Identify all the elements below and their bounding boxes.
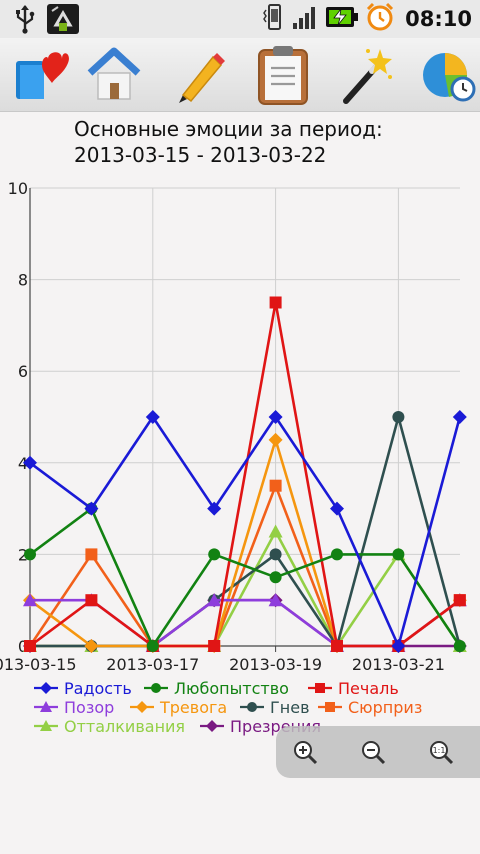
svg-text:1:1: 1:1 xyxy=(433,746,446,755)
data-point xyxy=(392,411,405,423)
data-point xyxy=(331,548,343,561)
zoom-out-icon[interactable] xyxy=(356,736,390,768)
x-tick-label: 2013-03-21 xyxy=(352,655,445,674)
data-point xyxy=(208,548,221,561)
data-point xyxy=(453,640,466,652)
legend-marker xyxy=(40,720,52,731)
legend-marker xyxy=(247,702,257,712)
y-tick-label: 0 xyxy=(18,637,28,656)
series-line xyxy=(30,411,462,650)
chart-title: Основные эмоции за период: 2013-03-15 - … xyxy=(74,116,383,168)
y-tick-label: 8 xyxy=(18,271,28,290)
clipboard-icon[interactable] xyxy=(252,44,314,106)
legend-label: Отталкивания xyxy=(64,717,185,736)
chart-title-line1: Основные эмоции за период: xyxy=(74,117,383,141)
legend-label: Сюрприз xyxy=(348,698,422,717)
y-tick-label: 4 xyxy=(18,454,28,473)
magic-wand-icon[interactable] xyxy=(335,44,397,106)
legend-label: Тревога xyxy=(159,698,227,717)
usb-icon xyxy=(14,4,36,38)
data-point xyxy=(207,501,222,516)
data-point xyxy=(392,548,405,561)
data-point xyxy=(331,640,343,652)
data-point xyxy=(84,501,99,516)
zoom-in-icon[interactable] xyxy=(288,736,322,768)
data-point xyxy=(452,410,467,424)
data-point xyxy=(24,640,36,652)
zoom-reset-icon[interactable]: 1:1 xyxy=(424,736,458,768)
pencil-icon[interactable] xyxy=(168,44,230,106)
alarm-clock-icon xyxy=(365,2,395,36)
data-point xyxy=(391,639,406,653)
top-toolbar xyxy=(0,38,480,112)
legend-label: Позор xyxy=(64,698,114,717)
battery-charging-icon xyxy=(325,5,359,33)
legend-marker xyxy=(315,683,325,693)
diary-heart-icon[interactable] xyxy=(10,44,72,106)
data-point xyxy=(269,479,282,492)
data-point xyxy=(84,639,99,653)
data-point xyxy=(268,410,283,424)
x-tick-label: 2013-03-15 xyxy=(0,655,76,674)
data-point xyxy=(146,640,159,652)
series-line xyxy=(29,302,461,648)
legend-label: Любопытство xyxy=(174,679,289,698)
data-point xyxy=(145,410,160,424)
data-point xyxy=(330,501,344,516)
legend-marker xyxy=(206,720,218,732)
zoom-controls: 1:1 xyxy=(276,726,480,778)
pie-chart-clock-icon[interactable] xyxy=(418,44,480,106)
signal-icon xyxy=(291,3,319,35)
data-point xyxy=(268,593,283,607)
data-point xyxy=(23,593,37,607)
legend-marker xyxy=(151,683,161,693)
x-tick-label: 2013-03-19 xyxy=(229,655,322,674)
legend-marker xyxy=(325,702,335,712)
vibrate-icon xyxy=(263,3,285,35)
x-tick-label: 2013-03-17 xyxy=(106,655,199,674)
data-point xyxy=(268,432,283,447)
data-point xyxy=(208,640,221,652)
legend-label: Печаль xyxy=(338,679,399,698)
legend-label: Радость xyxy=(64,679,132,698)
data-point xyxy=(24,548,36,561)
data-point xyxy=(268,524,283,538)
emotions-line-chart[interactable]: 0 2 4 6 8 10 2013-03-15 2013-03-17 2013-03-19 201… xyxy=(0,170,480,740)
data-point xyxy=(207,593,222,607)
series-line xyxy=(29,506,461,649)
data-point xyxy=(269,296,282,309)
chart-title-line2: 2013-03-15 - 2013-03-22 xyxy=(74,143,327,167)
home-icon[interactable] xyxy=(83,44,145,106)
legend-marker xyxy=(40,701,52,712)
legend-marker xyxy=(40,682,52,694)
legend-marker xyxy=(136,701,148,713)
status-time: 08:10 xyxy=(405,7,472,31)
status-bar: 08:10 xyxy=(0,0,480,38)
series-line xyxy=(29,414,462,650)
y-tick-label: 10 xyxy=(8,179,28,198)
legend-label: Гнев xyxy=(270,698,310,717)
data-point xyxy=(269,548,282,561)
y-tick-label: 6 xyxy=(18,362,28,381)
data-point xyxy=(23,455,37,470)
data-point xyxy=(85,594,98,607)
android-debug-icon xyxy=(46,3,80,39)
data-point xyxy=(453,594,466,607)
data-point xyxy=(269,571,282,584)
data-point xyxy=(85,548,98,561)
y-tick-label: 2 xyxy=(18,545,28,564)
